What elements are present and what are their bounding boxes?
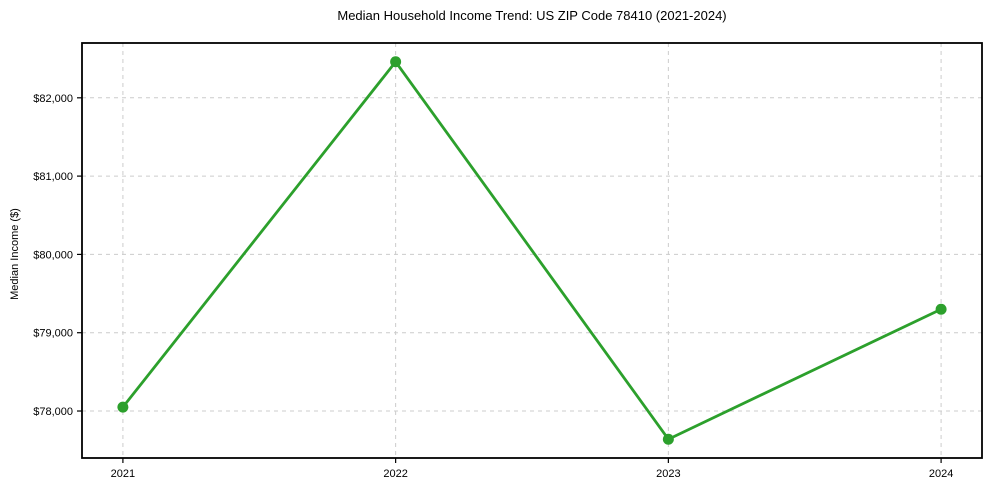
data-point-marker <box>662 433 674 445</box>
x-tick-label: 2023 <box>656 468 680 480</box>
y-tick-label: $80,000 <box>33 249 73 261</box>
x-tick-label: 2021 <box>111 468 135 480</box>
y-tick-label: $78,000 <box>33 406 73 418</box>
data-point-marker <box>117 401 129 413</box>
series-line <box>121 60 943 441</box>
y-tick-label: $82,000 <box>33 93 73 105</box>
data-point-marker <box>935 303 947 315</box>
data-point-marker <box>390 56 402 68</box>
x-tick-label: 2024 <box>929 468 953 480</box>
chart-title: Median Household Income Trend: US ZIP Co… <box>337 8 727 23</box>
x-tick-label: 2022 <box>383 468 407 480</box>
y-tick-label: $79,000 <box>33 328 73 340</box>
y-tick-label: $81,000 <box>33 171 73 183</box>
plot-border <box>81 42 983 459</box>
